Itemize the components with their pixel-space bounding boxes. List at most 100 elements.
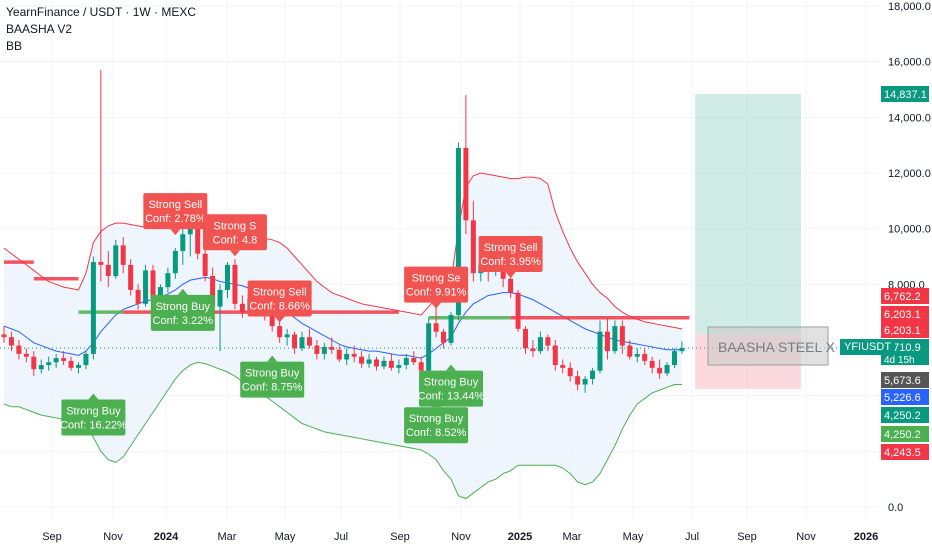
candle (120, 237, 126, 274)
price-label: 4,250.2 (881, 407, 929, 423)
candle (403, 353, 409, 370)
candle (657, 359, 663, 379)
y-tick-label: 10,000.0 (888, 224, 931, 236)
signal-confidence: Conf: 2.78% (145, 213, 206, 225)
candle-body (202, 253, 208, 276)
candle-body (31, 356, 37, 370)
candle-body (299, 337, 305, 349)
candle-body (113, 245, 119, 276)
price-labels: 14,837.16,762.26,203.16,203.15,710.94d 1… (881, 86, 929, 460)
signal-title: Strong Sell (253, 287, 307, 299)
strong-buy-signal: Strong Buy Conf: 8.75% (240, 355, 305, 398)
candle-body (306, 337, 312, 346)
candle (381, 356, 387, 370)
candle-body (403, 358, 409, 366)
y-tick-label: 12,000.0 (888, 168, 931, 180)
candle (165, 267, 171, 293)
signal-title: Strong Buy (424, 377, 479, 389)
y-axis-bg (880, 0, 932, 550)
signal-box (61, 399, 126, 436)
candle (463, 95, 469, 235)
candle (53, 353, 59, 368)
x-tick-label: Sep (737, 531, 757, 543)
x-tick-label: Nov (451, 531, 471, 543)
candle-body (418, 362, 424, 371)
candle (567, 362, 573, 382)
candle-body (344, 353, 350, 360)
candle-body (98, 262, 104, 265)
y-tick-label: 0.0 (888, 502, 903, 514)
candle-body (336, 349, 342, 360)
candle-body (470, 220, 476, 274)
x-tick-label: Mar (563, 531, 582, 543)
signal-confidence: Conf: 13.44% (418, 391, 485, 403)
candle (396, 359, 402, 374)
candle-body (23, 353, 29, 357)
candle (672, 348, 677, 368)
signal-box (478, 235, 543, 272)
strong-buy-signal: Strong Buy Conf: 3.22% (150, 288, 215, 331)
price-label: 6,203.1 (881, 306, 929, 322)
candle (23, 348, 29, 363)
price-label-text: 5,226.6 (884, 392, 921, 404)
strong-sell-signal: Strong Se Conf: 9.91% (404, 266, 469, 309)
price-label: 6,203.1 (881, 322, 929, 338)
signal-box (404, 407, 469, 444)
symbol-label: YFIUSDT (840, 339, 896, 355)
position-label-text: BAASHA STEEL X (718, 339, 836, 355)
candle (90, 256, 96, 360)
candle (61, 351, 67, 366)
signal-pointer (267, 355, 278, 362)
candle-body (552, 345, 558, 366)
x-tick-label: May (623, 531, 644, 543)
candle (306, 328, 312, 349)
x-tick-label: 2026 (854, 531, 878, 543)
indicator-baasha-label[interactable]: BAASHA V2 (6, 22, 73, 36)
candle-body (61, 358, 67, 361)
candle (321, 342, 327, 360)
price-label: 5,226.6 (881, 389, 929, 405)
candle-body (277, 326, 283, 338)
price-label-bg (881, 288, 929, 304)
signal-confidence: Conf: 9.91% (406, 287, 467, 299)
indicator-bb-label[interactable]: BB (6, 39, 23, 53)
candle (225, 262, 230, 299)
signal-pointer (431, 302, 442, 309)
candle (284, 328, 290, 346)
x-tick-label: Nov (103, 531, 123, 543)
candle (604, 317, 610, 360)
bb-basis-line (3, 276, 682, 359)
x-tick-label: Jul (685, 531, 699, 543)
candle (31, 351, 37, 377)
candle-body (150, 270, 156, 299)
y-tick-label: 16,000.0 (888, 57, 931, 69)
candle-body (619, 326, 625, 346)
candle (374, 356, 379, 371)
strong-sell-signal: Strong Sell Conf: 8.66% (247, 280, 312, 323)
x-tick-label: Mar (218, 531, 237, 543)
candle-body (180, 234, 186, 251)
candle-body (225, 264, 230, 290)
signal-box (240, 361, 305, 398)
candle (1, 326, 7, 343)
candle-body (366, 359, 372, 364)
candle-body (284, 334, 290, 338)
candle-body (8, 337, 14, 346)
signal-confidence: Conf: 3.22% (153, 315, 214, 327)
x-tick-label: Jul (334, 531, 348, 543)
price-label: 6,762.2 (881, 288, 929, 304)
candle (597, 320, 603, 374)
candle-body (128, 264, 134, 290)
candle-body (657, 367, 663, 374)
price-label-text: 5,673.6 (884, 375, 921, 387)
candle (143, 264, 149, 307)
candle (508, 275, 514, 299)
candle (441, 328, 447, 349)
signal-pointer (177, 288, 188, 295)
candle (612, 320, 618, 354)
strong-buy-signal: Strong Buy Conf: 8.52% (404, 401, 469, 444)
candle (664, 362, 670, 377)
candle (336, 345, 342, 363)
